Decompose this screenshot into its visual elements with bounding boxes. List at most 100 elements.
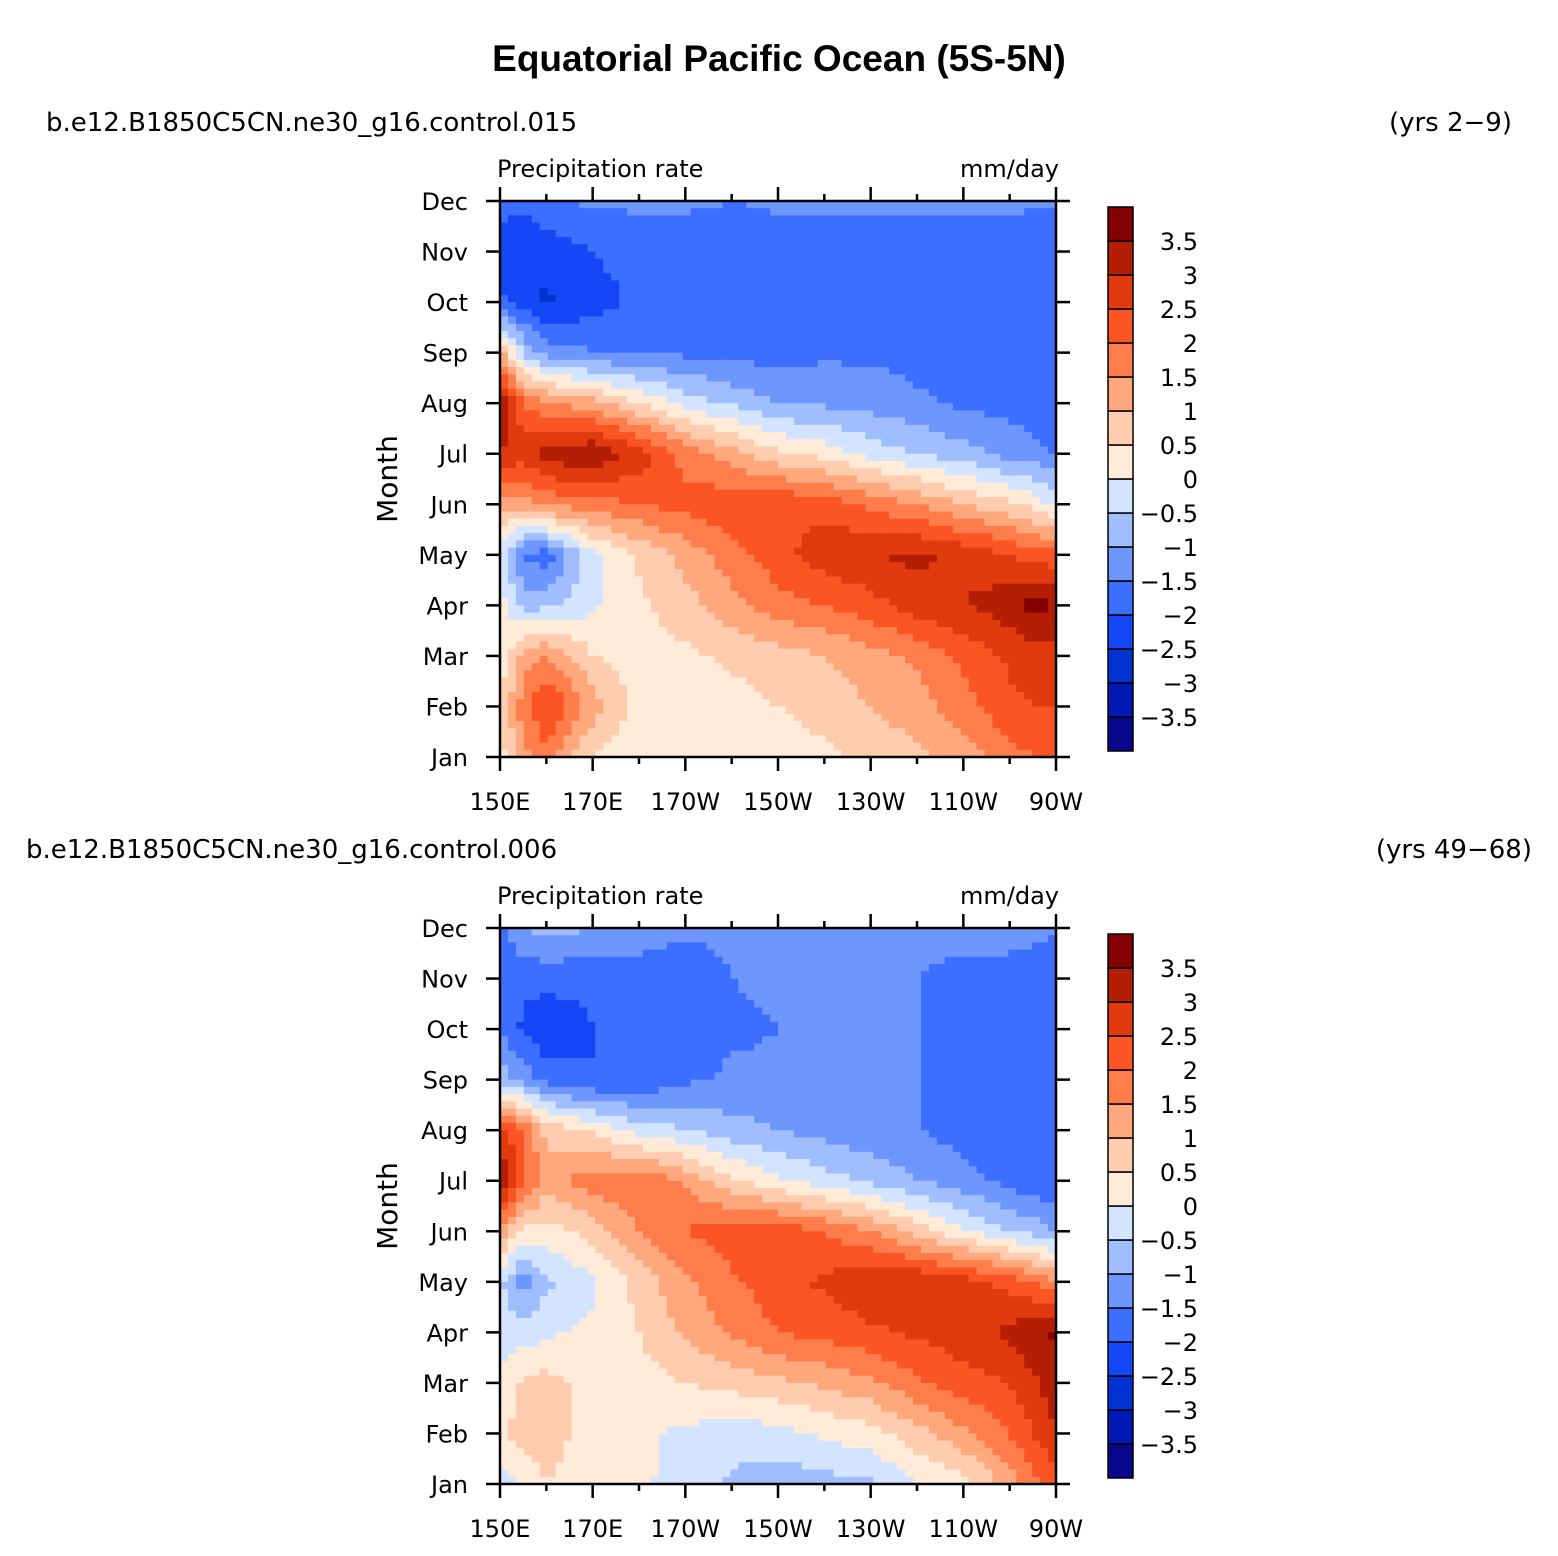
contour-cell xyxy=(650,446,660,455)
contour-cell xyxy=(674,323,684,332)
contour-cell xyxy=(825,648,835,657)
contour-cell xyxy=(905,619,914,628)
contour-cell xyxy=(857,684,866,693)
contour-cell xyxy=(873,388,882,397)
contour-cell xyxy=(571,208,581,217)
contour-cell xyxy=(817,417,827,426)
contour-cell xyxy=(984,345,994,354)
contour-cell xyxy=(746,208,755,217)
contour-cell xyxy=(793,280,803,289)
contour-cell xyxy=(905,511,914,520)
contour-cell xyxy=(595,374,604,383)
contour-cell xyxy=(944,518,954,527)
contour-cell xyxy=(1048,395,1057,404)
contour-cell xyxy=(658,338,668,347)
contour-cell xyxy=(778,692,787,700)
contour-cell xyxy=(682,634,692,643)
contour-cell xyxy=(579,482,588,491)
contour-cell xyxy=(666,598,676,606)
contour-cell xyxy=(515,468,525,476)
contour-cell xyxy=(778,706,787,715)
contour-cell xyxy=(960,692,970,700)
contour-cell xyxy=(825,504,835,513)
contour-cell xyxy=(531,265,541,274)
contour-cell xyxy=(825,265,835,274)
contour-cell xyxy=(746,497,755,505)
contour-cell xyxy=(547,648,557,657)
contour-cell xyxy=(1000,612,1009,621)
contour-cell xyxy=(976,699,986,708)
contour-cell xyxy=(754,590,763,599)
contour-cell xyxy=(515,677,525,686)
contour-cell xyxy=(627,605,636,614)
contour-cell xyxy=(992,511,1001,520)
contour-cell xyxy=(841,634,851,643)
contour-cell xyxy=(555,345,565,354)
contour-cell xyxy=(547,229,557,238)
contour-cell xyxy=(587,294,596,303)
contour-cell xyxy=(563,222,573,231)
contour-cell xyxy=(833,309,843,318)
contour-cell xyxy=(913,453,922,462)
contour-cell xyxy=(507,583,517,592)
contour-cell xyxy=(762,258,771,267)
contour-cell xyxy=(793,684,803,693)
contour-cell xyxy=(849,244,859,253)
contour-cell xyxy=(889,302,898,310)
contour-cell xyxy=(650,287,660,296)
contour-cell xyxy=(730,453,739,462)
contour-cell xyxy=(1008,641,1017,650)
contour-cell xyxy=(690,316,700,325)
contour-cell xyxy=(1040,432,1049,440)
contour-cell xyxy=(905,237,914,245)
contour-cell xyxy=(555,287,565,296)
contour-cell xyxy=(801,410,811,419)
contour-cell xyxy=(817,446,827,455)
contour-cell xyxy=(635,547,644,556)
contour-cell xyxy=(635,598,644,606)
contour-cell xyxy=(1040,424,1049,433)
contour-cell xyxy=(563,684,573,693)
contour-cell xyxy=(992,670,1001,679)
contour-cell xyxy=(722,475,731,484)
contour-cell xyxy=(500,323,509,332)
contour-cell xyxy=(746,222,755,231)
contour-cell xyxy=(507,562,517,570)
contour-cell xyxy=(960,417,970,426)
contour-cell xyxy=(793,359,803,368)
contour-cell xyxy=(746,648,755,657)
contour-cell xyxy=(825,460,835,469)
contour-cell xyxy=(1008,692,1017,700)
contour-cell xyxy=(507,424,517,433)
contour-cell xyxy=(936,251,946,260)
contour-cell xyxy=(905,309,914,318)
contour-cell xyxy=(833,367,843,375)
contour-cell xyxy=(801,345,811,354)
contour-cell xyxy=(865,590,874,599)
contour-cell xyxy=(746,215,755,224)
contour-cell xyxy=(714,258,723,267)
contour-cell xyxy=(976,569,986,578)
contour-cell xyxy=(849,453,859,462)
contour-cell xyxy=(746,460,755,469)
contour-cell xyxy=(619,590,628,599)
contour-cell xyxy=(619,338,628,347)
contour-cell xyxy=(778,504,787,513)
contour-cell xyxy=(547,208,557,217)
contour-cell xyxy=(635,684,644,693)
contour-cell xyxy=(555,294,565,303)
contour-cell xyxy=(603,244,612,253)
contour-cell xyxy=(1008,540,1017,549)
contour-cell xyxy=(770,388,779,397)
contour-cell xyxy=(952,482,962,491)
contour-cell xyxy=(881,482,890,491)
contour-cell xyxy=(778,489,787,498)
contour-cell xyxy=(563,641,573,650)
contour-cell xyxy=(897,684,906,693)
contour-cell xyxy=(793,273,803,282)
contour-cell xyxy=(952,258,962,267)
contour-cell xyxy=(627,540,636,549)
contour-cell xyxy=(682,395,692,404)
contour-cell xyxy=(579,201,588,209)
contour-cell xyxy=(619,540,628,549)
